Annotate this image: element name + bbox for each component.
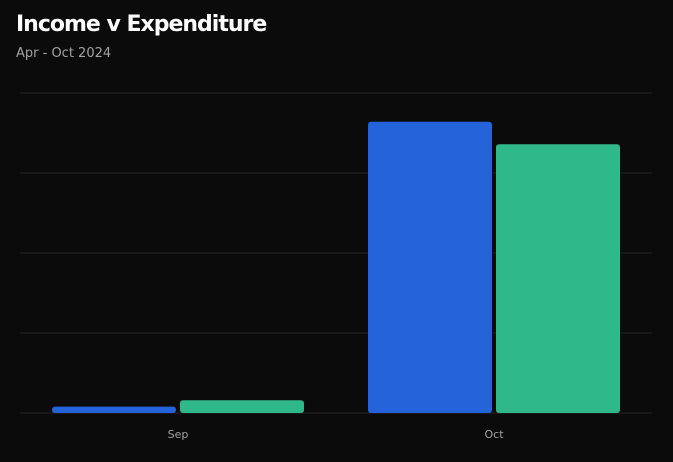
x-tick-label: Oct xyxy=(484,428,504,441)
bar-sep-series-1[interactable] xyxy=(52,406,176,413)
chart-subtitle: Apr - Oct 2024 xyxy=(16,46,112,61)
bar-oct-series-1[interactable] xyxy=(368,121,492,414)
chart-title: Income v Expenditure xyxy=(16,12,267,37)
bar-sep-series-2[interactable] xyxy=(180,400,304,413)
x-tick-label: Sep xyxy=(168,428,189,441)
bar-oct-series-2[interactable] xyxy=(496,144,620,413)
